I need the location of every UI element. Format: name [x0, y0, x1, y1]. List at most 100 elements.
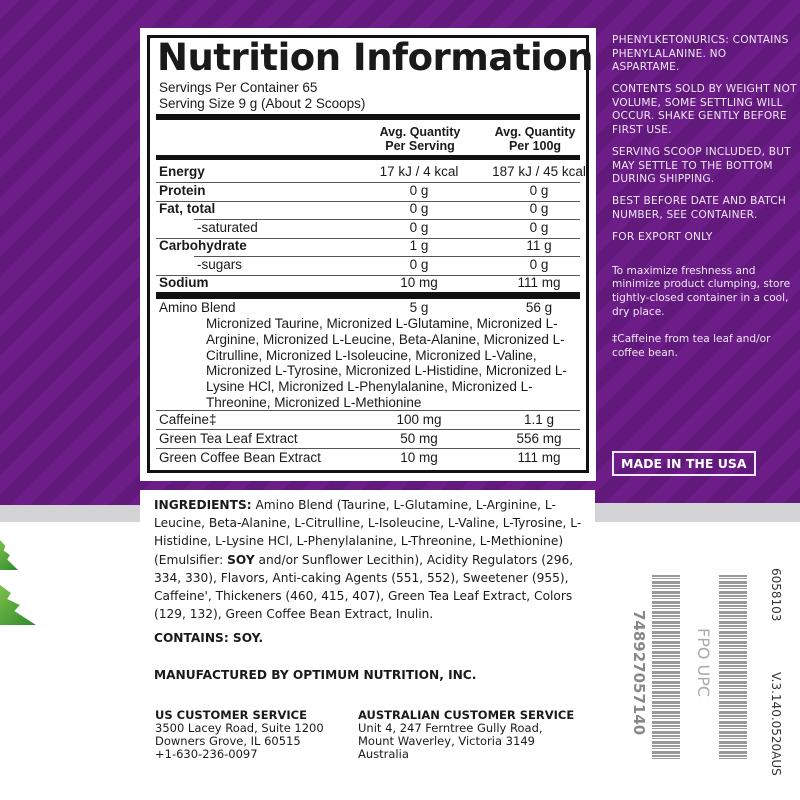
us-customer-service: US CUSTOMER SERVICE 3500 Lacey Road, Sui… — [155, 709, 324, 761]
side-notes: PHENYLKETONURICS: CONTAINS PHENYLALANINE… — [612, 34, 797, 369]
side-note: CONTENTS SOLD BY WEIGHT NOT VOLUME, SOME… — [612, 83, 797, 137]
table-row: Green Tea Leaf Extract 50 mg 556 mg — [159, 431, 580, 449]
side-note: BEST BEFORE DATE AND BATCH NUMBER, SEE C… — [612, 195, 787, 222]
grey-strip-left — [0, 505, 140, 522]
address-line: Mount Waverley, Victoria 3149 — [358, 734, 535, 748]
row-divider — [156, 448, 580, 449]
per-serving-value: 10 mg — [400, 450, 438, 465]
per-serving-value: 50 mg — [400, 431, 438, 446]
per-serving-value: 100 mg — [396, 412, 442, 427]
side-note: FOR EXPORT ONLY — [612, 231, 713, 244]
row-divider — [156, 410, 580, 411]
side-note: PHENYLKETONURICS: CONTAINS PHENYLALANINE… — [612, 34, 789, 74]
made-in-usa-badge: MADE IN THE USA — [612, 451, 756, 476]
side-note: SERVING SCOOP INCLUDED, BUT MAY SETTLE T… — [612, 146, 791, 186]
row-label: -saturated — [197, 219, 258, 235]
row-divider — [156, 182, 580, 183]
per-serving-value: 0 g — [409, 182, 429, 198]
ingredients-panel — [140, 490, 595, 800]
nutrition-title: Nutrition Information — [157, 36, 593, 79]
row-divider — [194, 256, 580, 257]
address-line: Unit 4, 247 Ferntree Gully Road, — [358, 721, 543, 735]
nutrition-panel: Nutrition Information Servings Per Conta… — [140, 28, 596, 481]
header-line: Avg. Quantity — [494, 125, 576, 139]
row-label: Green Coffee Bean Extract — [159, 450, 321, 465]
au-customer-service: AUSTRALIAN CUSTOMER SERVICE Unit 4, 247 … — [358, 709, 574, 761]
col-header-per-serving: Avg. Quantity Per Serving — [365, 125, 475, 153]
row-label: Energy — [159, 164, 205, 179]
per-100g-value: 0 g — [529, 219, 549, 235]
address-line: Downers Grove, IL 60515 — [155, 734, 301, 748]
header-line: Per Serving — [385, 139, 455, 153]
divider — [156, 155, 580, 160]
barcode-number: 748927057140 — [630, 610, 648, 736]
divider — [156, 292, 580, 299]
row-label: Fat, total — [159, 201, 216, 216]
address-line: 3500 Lacey Road, Suite 1200 — [155, 721, 324, 735]
per-serving-value: 0 g — [409, 256, 429, 272]
ingredients-label: INGREDIENTS: — [154, 498, 252, 512]
per-100g-value: 187 kJ / 45 kcal — [492, 164, 586, 179]
col-header-per-100g: Avg. Quantity Per 100g — [480, 125, 590, 153]
fpo-upc-label: FPO UPC — [694, 628, 713, 698]
barcode-bars — [652, 575, 680, 760]
row-label: Caffeine‡ — [159, 412, 217, 427]
address-line: Australia — [358, 747, 409, 761]
per-serving-value: 0 g — [409, 219, 429, 235]
per-100g-value: 0 g — [529, 201, 549, 216]
per-100g-value: 111 mg — [517, 275, 561, 290]
per-100g-value: 11 g — [526, 238, 552, 253]
manufacturer: MANUFACTURED BY OPTIMUM NUTRITION, INC. — [154, 667, 477, 682]
row-divider — [156, 274, 580, 276]
version-code: V.3.140.0520AUS — [769, 672, 783, 776]
row-divider — [156, 200, 580, 202]
row-divider — [194, 219, 580, 220]
table-row: Protein 0 g 0 g — [159, 183, 580, 201]
table-row: -sugars 0 g 0 g — [159, 257, 580, 275]
row-divider — [156, 237, 580, 239]
barcode-bars — [719, 575, 747, 760]
ingredients-part: and/or Sunflower Lecithin), Acidity Regu… — [154, 552, 574, 622]
leaf-image — [0, 540, 18, 570]
contains-statement: CONTAINS: SOY. — [154, 631, 264, 646]
amino-blend-list: Micronized Taurine, Micronized L-Glutami… — [206, 316, 567, 410]
side-note: To maximize freshness and minimize produ… — [612, 264, 791, 318]
table-row: Green Coffee Bean Extract 10 mg 111 mg — [159, 450, 580, 468]
divider — [156, 114, 580, 120]
serving-size: Serving Size 9 g (About 2 Scoops) — [159, 96, 366, 111]
table-row: Carbohydrate 1 g 11 g — [159, 238, 580, 256]
ingredients-section: INGREDIENTS: Amino Blend (Taurine, L-Glu… — [154, 496, 594, 684]
table-row: Sodium 10 mg 111 mg — [159, 275, 580, 293]
row-divider — [156, 429, 580, 430]
nutrition-table: Nutrition Information Servings Per Conta… — [147, 35, 593, 473]
table-row: Fat, total 0 g 0 g — [159, 201, 580, 219]
per-100g-value: 1.1 g — [523, 412, 555, 427]
product-code: 6058103 — [769, 568, 783, 622]
per-100g-value: 556 mg — [516, 431, 562, 446]
per-100g-value: 0 g — [529, 182, 549, 198]
side-note: ‡Caffeine from tea leaf and/or coffee be… — [612, 333, 771, 359]
us-service-heading: US CUSTOMER SERVICE — [155, 708, 307, 722]
per-serving-value: 0 g — [409, 201, 429, 216]
header-line: Avg. Quantity — [379, 125, 461, 139]
per-serving-value: 5 g — [409, 300, 429, 315]
row-label: Sodium — [159, 275, 209, 290]
table-row: Energy 17 kJ / 4 kcal 187 kJ / 45 kcal — [159, 164, 586, 182]
au-service-heading: AUSTRALIAN CUSTOMER SERVICE — [358, 708, 575, 722]
row-label: Amino Blend — [159, 300, 236, 315]
header-line: Per 100g — [508, 139, 562, 153]
per-100g-value: 111 mg — [517, 450, 561, 465]
leaf-image — [0, 585, 36, 625]
table-row: Caffeine‡ 100 mg 1.1 g — [159, 412, 580, 430]
servings-per-container: Servings Per Container 65 — [159, 80, 318, 95]
grey-strip-right — [594, 503, 800, 522]
ingredients-part: Amino Blend (Taurine, L-Glutamine, L-Arg… — [154, 498, 582, 567]
per-100g-value: 0 g — [529, 256, 549, 272]
per-serving-value: 17 kJ / 4 kcal — [379, 164, 459, 179]
per-serving-value: 10 mg — [400, 275, 438, 290]
allergen-soy: SOY — [227, 552, 255, 567]
phone-number: +1-630-236-0097 — [155, 747, 258, 761]
row-label: Carbohydrate — [159, 238, 247, 253]
row-label: Green Tea Leaf Extract — [159, 431, 298, 446]
per-serving-value: 1 g — [409, 238, 429, 253]
